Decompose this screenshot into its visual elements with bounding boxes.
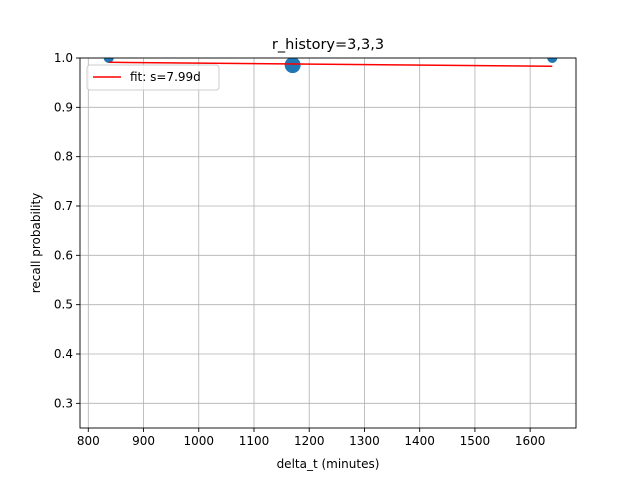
plot-frame <box>79 57 577 429</box>
y-tick-label: 0.8 <box>54 150 73 164</box>
y-tick-label: 0.9 <box>54 100 73 114</box>
x-tick-label: 1200 <box>294 434 325 448</box>
data-point <box>284 58 301 74</box>
x-tick-label: 1500 <box>460 434 491 448</box>
y-tick-label: 0.4 <box>54 347 73 361</box>
x-tick-label: 1600 <box>515 434 546 448</box>
legend-fit-label: fit: s=7.99d <box>130 70 201 84</box>
x-tick-label: 1000 <box>183 434 214 448</box>
y-axis-label: recall probability <box>29 193 43 294</box>
data-point <box>547 58 558 63</box>
x-axis-label: delta_t (minutes) <box>277 457 380 471</box>
x-tick-label: 800 <box>77 434 100 448</box>
y-tick-label: 0.3 <box>54 396 73 410</box>
chart-title: r_history=3,3,3 <box>272 37 384 53</box>
y-tick-label: 0.6 <box>54 248 73 262</box>
legend-box <box>86 64 220 91</box>
x-tick-label: 1100 <box>239 434 270 448</box>
ticks: 800 900 1000 1100 1200 1300 1400 1500 1600 0.3 0.4… <box>54 51 546 448</box>
fit-line <box>108 61 553 68</box>
legend: fit: s=7.99d <box>86 64 220 91</box>
x-tick-label: 900 <box>132 434 155 448</box>
y-tick-label: 0.5 <box>54 298 73 312</box>
y-tick-label: 1.0 <box>54 51 73 65</box>
x-tick-label: 1300 <box>349 434 380 448</box>
y-tick-label: 0.7 <box>54 199 73 213</box>
x-tick-label: 1400 <box>404 434 435 448</box>
grid <box>80 57 576 428</box>
plot-area <box>103 58 558 74</box>
